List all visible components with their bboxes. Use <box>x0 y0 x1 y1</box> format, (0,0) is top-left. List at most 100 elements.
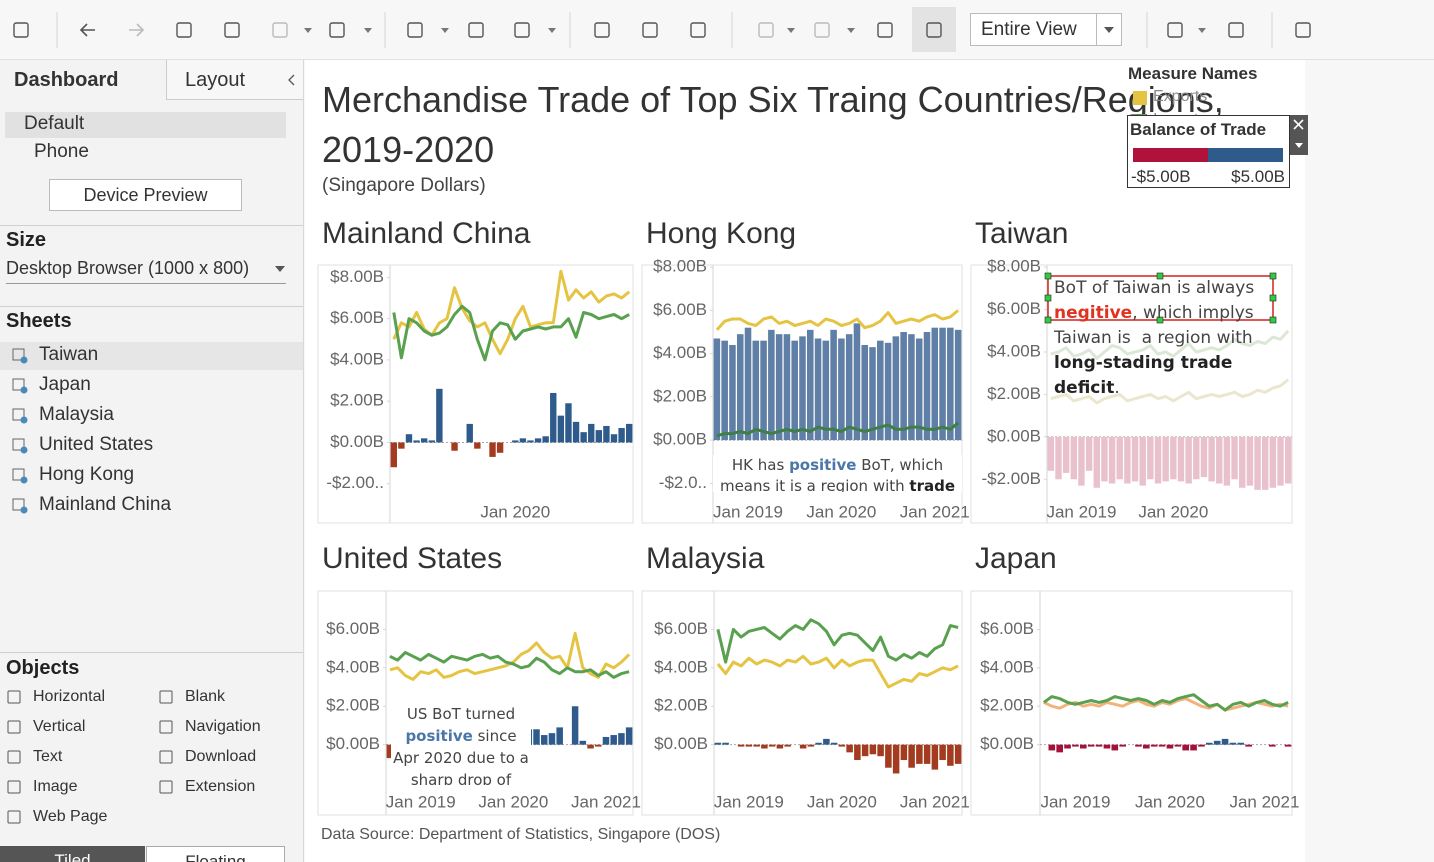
sheet-item[interactable]: Hong Kong <box>0 462 303 490</box>
legend-controls[interactable] <box>1290 115 1308 155</box>
y-tick-label: $4.00B <box>326 657 380 676</box>
tab-floating[interactable]: Floating <box>146 846 285 862</box>
bar <box>1223 436 1231 486</box>
annotation-text: negitive <box>1054 303 1133 323</box>
icon <box>926 22 942 38</box>
object-item[interactable]: Image <box>0 775 150 801</box>
selection-handle[interactable] <box>1156 316 1164 324</box>
caret[interactable] <box>787 28 795 33</box>
collapse-icon[interactable] <box>287 74 297 86</box>
bar <box>1239 436 1246 488</box>
selection-handle[interactable] <box>1044 316 1052 324</box>
selection-handle[interactable] <box>1269 316 1277 324</box>
tab-tiled[interactable]: Tiled <box>0 846 145 862</box>
toolbar-button[interactable] <box>594 22 610 38</box>
toolbar-button[interactable] <box>877 22 893 38</box>
bar <box>1284 436 1292 484</box>
bar <box>1080 744 1087 749</box>
caret[interactable] <box>847 28 855 33</box>
selection-handle[interactable] <box>1044 294 1052 302</box>
object-icon <box>159 690 173 704</box>
sheet-item[interactable]: Japan <box>0 372 303 400</box>
object-item[interactable]: Download <box>152 745 302 771</box>
bar <box>405 434 413 443</box>
toolbar-button[interactable] <box>224 22 240 38</box>
bar <box>1072 744 1079 747</box>
device-preview-button[interactable]: Device Preview <box>49 179 242 211</box>
line <box>1043 693 1289 712</box>
bar <box>877 744 884 757</box>
device-phone[interactable]: Phone <box>34 141 89 162</box>
selection-handle[interactable] <box>1269 272 1277 280</box>
toolbar-button[interactable] <box>79 23 95 37</box>
tab-dashboard[interactable]: Dashboard <box>0 60 166 100</box>
toolbar-button[interactable] <box>129 23 145 37</box>
sheet-item[interactable]: Mainland China <box>0 492 303 520</box>
toolbar-button[interactable] <box>758 22 774 38</box>
x-tick-label: Jan 2019 <box>713 502 783 521</box>
object-item[interactable]: Navigation <box>152 715 302 741</box>
device-default[interactable]: Default <box>24 113 85 134</box>
toolbar-button[interactable] <box>514 22 530 38</box>
bar <box>806 329 814 441</box>
selection-handle[interactable] <box>1044 272 1052 280</box>
line <box>716 618 959 664</box>
bar <box>729 344 736 441</box>
x-tick-label: Jan 2019 <box>1040 792 1110 811</box>
bar <box>776 744 784 749</box>
sheet-item[interactable]: United States <box>0 432 303 460</box>
size-dropdown[interactable]: Desktop Browser (1000 x 800) <box>6 258 286 284</box>
bar <box>775 334 783 441</box>
selection-handle[interactable] <box>1156 272 1164 280</box>
toolbar-button[interactable] <box>272 22 288 38</box>
bar <box>1070 436 1078 480</box>
bar <box>783 334 791 441</box>
object-item[interactable]: Horizontal <box>0 685 150 711</box>
caret <box>275 266 285 272</box>
toolbar-button[interactable] <box>329 22 345 38</box>
icon <box>7 780 21 794</box>
caret[interactable] <box>1198 28 1206 33</box>
y-tick-label: $4.00B <box>980 657 1034 676</box>
object-item[interactable]: Text <box>0 745 150 771</box>
toolbar-button[interactable] <box>468 22 484 38</box>
object-item[interactable]: Extension <box>152 775 302 801</box>
caret[interactable] <box>304 28 312 33</box>
bar <box>721 340 728 441</box>
toolbar-button[interactable] <box>176 22 192 38</box>
selection-handle[interactable] <box>1269 294 1277 302</box>
bar <box>1147 436 1154 480</box>
tab-layout[interactable]: Layout <box>166 60 303 100</box>
annotation-text: positive <box>405 727 473 745</box>
icon <box>1295 22 1311 38</box>
icon <box>12 438 25 451</box>
view-dropdown[interactable]: Entire View <box>970 13 1122 46</box>
sheet-item[interactable]: Malaysia <box>0 402 303 430</box>
legend-swatch <box>1133 91 1147 105</box>
toolbar-button[interactable] <box>690 22 706 38</box>
x-tick-label: Jan 2020 <box>1138 502 1208 521</box>
object-item[interactable]: Web Page <box>0 805 150 831</box>
toolbar-button[interactable] <box>1295 22 1311 38</box>
toolbar-button[interactable] <box>13 22 29 38</box>
object-name: Web Page <box>33 808 108 825</box>
caret[interactable] <box>548 28 556 33</box>
bar <box>1182 744 1189 751</box>
bar <box>885 744 892 768</box>
bar <box>610 735 617 745</box>
caret[interactable] <box>364 28 372 33</box>
object-item[interactable]: Vertical <box>0 715 150 741</box>
toolbar-button[interactable] <box>642 22 658 38</box>
toolbar-button[interactable] <box>926 22 942 38</box>
y-tick-label: $6.00B <box>654 619 708 638</box>
bar <box>579 740 587 745</box>
caret[interactable] <box>441 28 449 33</box>
bar <box>571 706 579 745</box>
toolbar-button[interactable] <box>814 22 830 38</box>
object-item[interactable]: Blank <box>152 685 302 711</box>
y-tick-label: $8.00B <box>653 257 707 276</box>
sheet-item[interactable]: Taiwan <box>0 342 303 370</box>
toolbar-button[interactable] <box>407 22 423 38</box>
toolbar-button[interactable] <box>1167 22 1183 38</box>
toolbar-button[interactable] <box>1228 22 1244 38</box>
